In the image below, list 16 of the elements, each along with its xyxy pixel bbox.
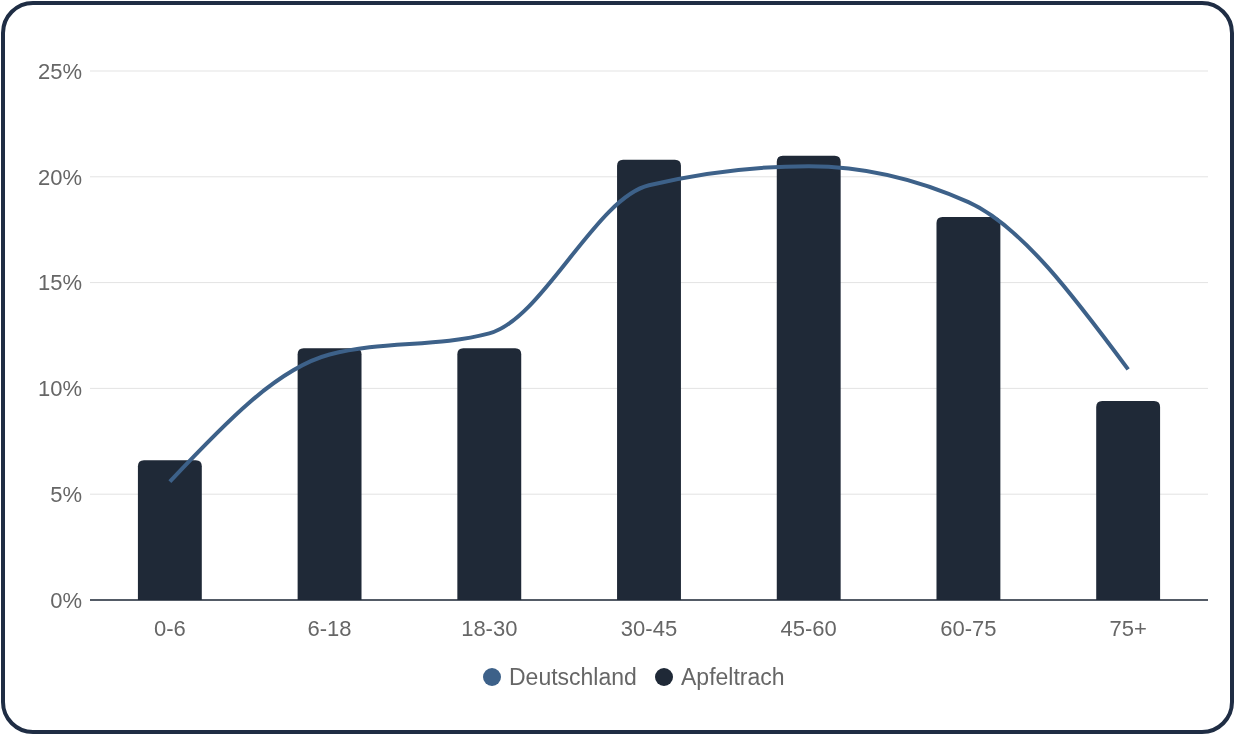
line-series — [167, 164, 1131, 484]
y-tick-label: 5% — [50, 481, 82, 507]
x-tick-label: 18-30 — [461, 616, 518, 641]
x-tick-label: 75+ — [1109, 616, 1147, 641]
y-tick-label: 0% — [50, 587, 82, 613]
x-tick-label: 6-18 — [307, 616, 352, 641]
legend-label: Deutschland — [509, 664, 637, 691]
y-tick-label: 10% — [37, 376, 82, 402]
x-tick-label: 60-75 — [940, 616, 997, 641]
y-tick-label: 25% — [37, 58, 82, 84]
y-tick-label: 20% — [37, 164, 82, 190]
legend-label: Apfeltrach — [681, 664, 785, 691]
x-tick-label: 0-6 — [153, 616, 186, 641]
x-tick-label: 45-60 — [780, 616, 837, 641]
x-tick-label: 30-45 — [620, 616, 678, 641]
y-tick-label: 15% — [37, 270, 82, 296]
